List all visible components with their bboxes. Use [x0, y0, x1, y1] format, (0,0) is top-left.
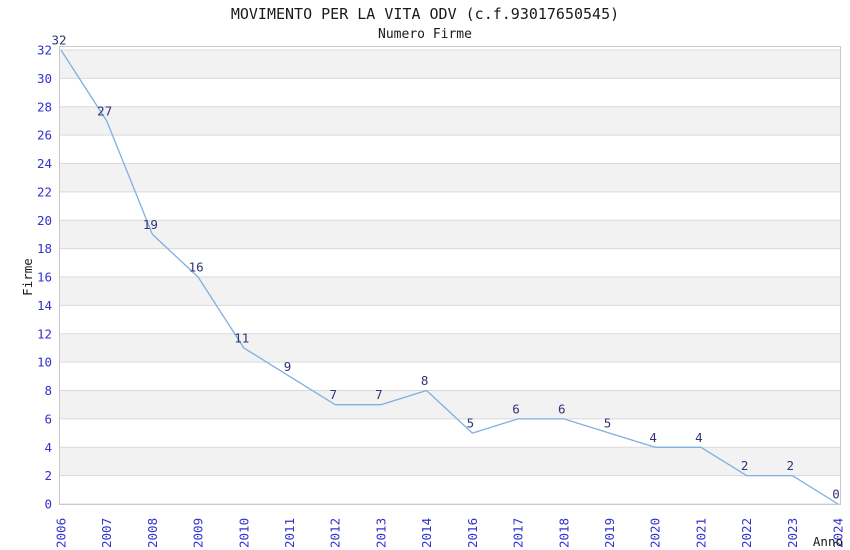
- x-tick-label: 2008: [145, 518, 160, 548]
- point-label: 6: [558, 401, 566, 416]
- y-tick-label: 10: [37, 355, 52, 370]
- y-tick-label: 20: [37, 213, 52, 228]
- point-label: 27: [97, 103, 112, 118]
- x-tick-label: 2011: [282, 518, 297, 548]
- plot-band: [59, 333, 841, 363]
- y-tick-label: 16: [37, 270, 52, 285]
- plot-band: [59, 390, 841, 419]
- x-tick-label: 2016: [465, 518, 480, 548]
- gridlines: [59, 49, 841, 505]
- x-tick-label: 2006: [54, 518, 69, 548]
- point-label: 4: [649, 430, 657, 445]
- x-tick-label: 2014: [419, 518, 434, 548]
- x-tick-label: 2019: [602, 518, 617, 548]
- point-label: 19: [143, 217, 158, 232]
- series-line: [60, 49, 839, 505]
- y-tick-label: 0: [44, 497, 52, 512]
- point-label: 7: [329, 387, 337, 402]
- point-label: 11: [234, 330, 249, 345]
- y-tick-label: 14: [37, 298, 52, 313]
- plot-band: [59, 135, 841, 164]
- plot-band: [59, 305, 841, 334]
- x-tick-labels: 2006 2007 2008 2009 2010 2011 2012 2013 2014 2016…: [54, 518, 846, 548]
- plot-frame: [59, 46, 841, 505]
- y-tick-label: 28: [37, 99, 52, 114]
- x-tick-label: 2021: [693, 518, 708, 548]
- x-tick-label: 2012: [328, 518, 343, 548]
- x-tick-label: 2009: [191, 518, 206, 548]
- plot-band: [59, 163, 841, 192]
- point-label: 8: [421, 373, 429, 388]
- y-tick-label: 26: [37, 128, 52, 143]
- y-tick-label: 4: [44, 440, 52, 455]
- y-tick-label: 32: [37, 43, 52, 58]
- chart-subtitle: Numero Firme: [378, 27, 472, 42]
- plot-band: [59, 50, 841, 79]
- point-label: 0: [832, 487, 840, 502]
- plot-band: [59, 362, 841, 391]
- y-tick-label: 12: [37, 326, 52, 341]
- plot-band: [59, 248, 841, 277]
- plot-band: [59, 191, 841, 221]
- plot-band: [59, 277, 841, 306]
- point-labels: 32 27 19 16 11 9 7 7 8 5 6 6 5 4 4 2 2 0: [51, 33, 839, 502]
- y-tick-label: 24: [37, 156, 52, 171]
- plot-band: [59, 475, 841, 504]
- y-tick-label: 30: [37, 71, 52, 86]
- point-label: 16: [189, 260, 204, 275]
- point-label: 2: [787, 458, 795, 473]
- x-tick-label: 2018: [556, 518, 571, 548]
- point-label: 7: [375, 387, 383, 402]
- x-tick-label: 2007: [99, 518, 114, 548]
- chart-title: MOVIMENTO PER LA VITA ODV (c.f.930176505…: [230, 5, 620, 23]
- x-tick-label: 2010: [236, 518, 251, 548]
- y-tick-label: 2: [44, 468, 52, 483]
- x-tick-label: 2020: [648, 518, 663, 548]
- plot-band: [59, 447, 841, 476]
- point-label: 2: [741, 458, 749, 473]
- point-label: 5: [604, 416, 612, 431]
- plot-border: [59, 46, 841, 505]
- plot-band: [59, 418, 841, 448]
- x-tick-label: 2024: [831, 518, 846, 548]
- x-tick-label: 2023: [785, 518, 800, 548]
- y-tick-label: 22: [37, 184, 52, 199]
- point-label: 5: [467, 416, 475, 431]
- point-label: 9: [284, 359, 292, 374]
- y-tick-label: 6: [44, 411, 52, 426]
- x-tick-label: 2017: [511, 518, 526, 548]
- point-label: 4: [695, 430, 703, 445]
- y-tick-label: 8: [44, 383, 52, 398]
- y-axis-label: Firme: [20, 258, 35, 296]
- x-tick-label: 2013: [373, 518, 388, 548]
- plot-band: [59, 220, 841, 249]
- point-label: 32: [51, 33, 66, 48]
- plot-band: [59, 106, 841, 136]
- series-polyline: [60, 49, 839, 505]
- y-tick-label: 18: [37, 241, 52, 256]
- point-label: 6: [512, 401, 520, 416]
- x-tick-label: 2022: [739, 518, 754, 548]
- plot-band: [59, 78, 841, 107]
- x-axis-label: Anno: [813, 534, 843, 549]
- plot-bands: [59, 50, 841, 504]
